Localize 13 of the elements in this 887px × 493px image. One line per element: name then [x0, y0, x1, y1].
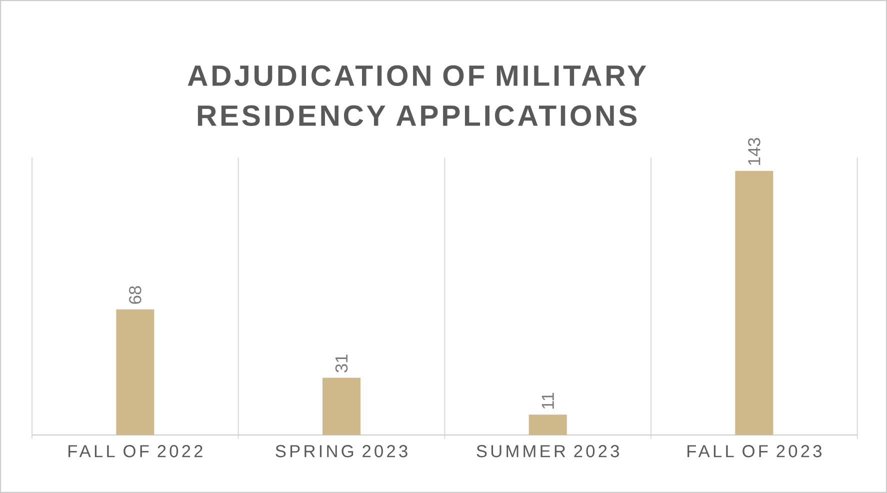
x-tick-label: SUMMER 2023 [476, 445, 619, 458]
data-label: 68 [129, 286, 142, 304]
bar [735, 170, 774, 435]
data-label: 11 [542, 392, 554, 409]
data-label: 31 [335, 354, 348, 372]
chart-title: ADJUDICATION OF MILITARY RESIDENCY APPLICATIONS [188, 65, 646, 126]
x-tick-label: SPRING 2023 [276, 445, 408, 458]
x-tick-label: FALL OF 2022 [68, 445, 202, 458]
bar [116, 309, 154, 435]
x-tick-label: FALL OF 2023 [688, 445, 822, 458]
bar [528, 414, 567, 435]
data-label: 143 [748, 138, 760, 165]
bar [322, 378, 361, 435]
